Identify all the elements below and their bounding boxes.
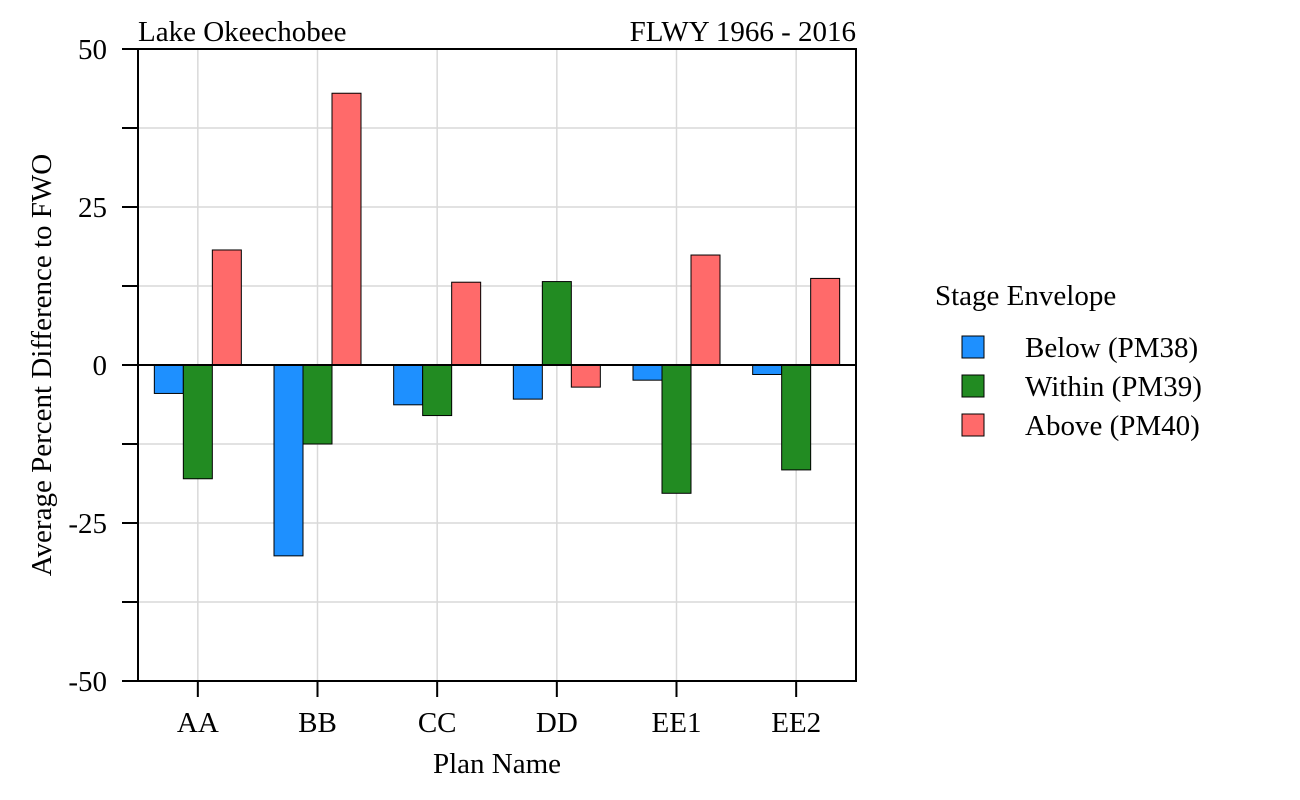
x-axis-label: Plan Name: [433, 748, 561, 780]
bars: [153, 92, 841, 557]
legend-label: Below (PM38): [1025, 332, 1198, 364]
x-tick-label: AA: [177, 707, 219, 739]
bar-aa-series-1: [153, 364, 184, 394]
x-tick-label: DD: [536, 707, 578, 739]
y-axis: -50 -25 0 25 50: [68, 34, 138, 698]
bar-dd-series-3: [570, 364, 601, 388]
bar-dd-series-2: [541, 281, 572, 366]
bar-bb-series-2: [302, 364, 333, 445]
bar-cc-series-2: [422, 364, 453, 417]
bar-aa-series-2: [182, 364, 213, 480]
y-tick-label: -25: [68, 508, 107, 540]
y-axis-label: Average Percent Difference to FWO: [26, 154, 58, 576]
y-tick-label: -50: [68, 666, 107, 698]
bar-dd-series-1: [512, 364, 543, 400]
legend-swatch: [961, 374, 985, 398]
legend-label: Within (PM39): [1025, 371, 1202, 403]
bar-cc-series-1: [393, 364, 424, 406]
bar-bb-series-1: [273, 364, 304, 557]
bar-ee1-series-3: [690, 254, 721, 366]
x-axis: AA BB CC DD EE1 EE2: [177, 681, 821, 739]
legend-swatch: [961, 413, 985, 437]
bar-ee2-series-2: [781, 364, 812, 471]
y-tick-label: 50: [78, 34, 107, 66]
bar-ee2-series-1: [752, 364, 783, 375]
x-tick-label: EE1: [652, 707, 702, 739]
legend-swatch: [961, 335, 985, 359]
bar-ee1-series-1: [632, 364, 663, 381]
chart-title-right: FLWY 1966 - 2016: [630, 16, 856, 48]
bar-ee1-series-2: [661, 364, 692, 494]
y-tick-label: 0: [93, 350, 108, 382]
bar-aa-series-3: [211, 249, 242, 366]
y-tick-label: 25: [78, 192, 107, 224]
x-tick-label: EE2: [771, 707, 821, 739]
bar-bb-series-3: [331, 92, 362, 366]
bar-cc-series-3: [451, 281, 482, 366]
bar-ee2-series-3: [810, 277, 841, 366]
legend: Stage Envelope Below (PM38) Within (PM39)…: [935, 280, 1202, 442]
x-tick-label: BB: [298, 707, 337, 739]
x-tick-label: CC: [418, 707, 457, 739]
legend-title: Stage Envelope: [935, 280, 1116, 312]
chart-title-left: Lake Okeechobee: [138, 16, 347, 48]
legend-label: Above (PM40): [1025, 410, 1200, 442]
